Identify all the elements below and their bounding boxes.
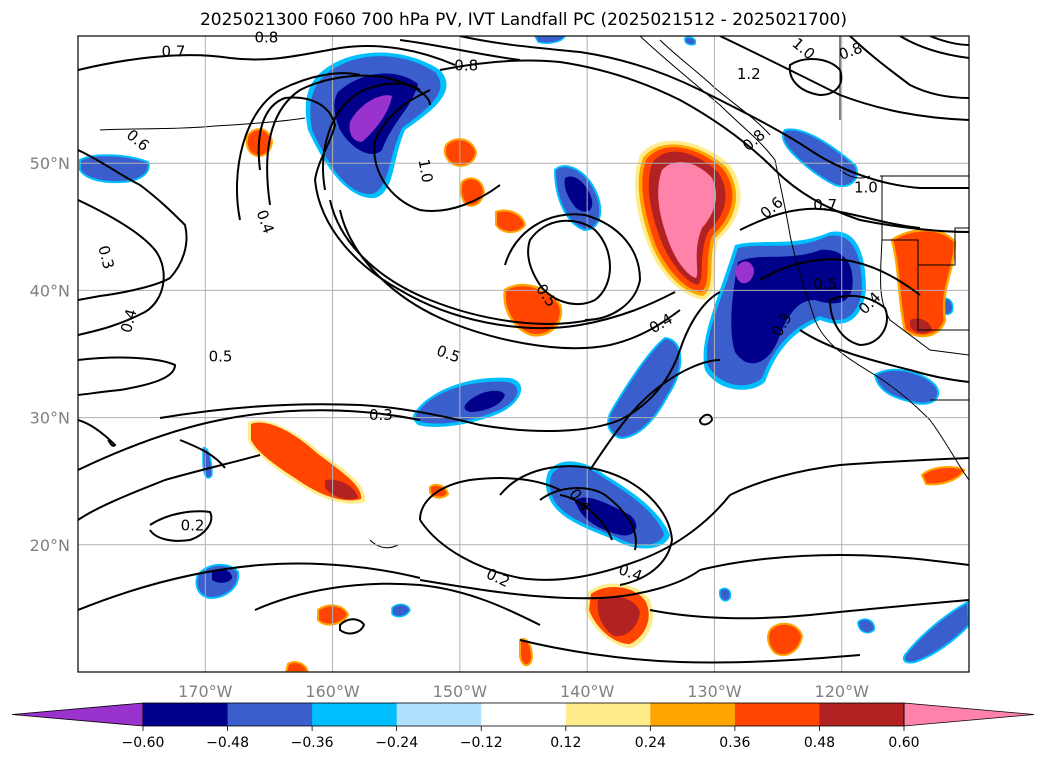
colorbar-tick-label: −0.36 bbox=[291, 735, 334, 751]
lon-label: 140°W bbox=[560, 682, 615, 701]
contour-label: 0.3 bbox=[94, 243, 118, 271]
lon-label: 130°W bbox=[687, 682, 742, 701]
colorbar-tick-label: 0.48 bbox=[804, 735, 835, 751]
map-title: 2025021300 F060 700 hPa PV, IVT Landfall… bbox=[199, 10, 847, 30]
lat-label: 30°N bbox=[30, 409, 70, 428]
colorbar-tick-label: −0.12 bbox=[460, 735, 503, 751]
neg-feature-gulf-alaska bbox=[305, 52, 447, 199]
contour-label: 0.7 bbox=[813, 196, 837, 214]
contour-label: 0.5 bbox=[434, 341, 463, 366]
colorbar-extend-high bbox=[903, 702, 1035, 727]
contour-label: 0.8 bbox=[739, 126, 769, 155]
lat-label: 50°N bbox=[30, 154, 70, 173]
colorbar: −0.60 −0.48 −0.36 −0.24 −0.12 0.12 0.24 0.36 0.4… bbox=[11, 702, 1035, 751]
contour-label: 0.5 bbox=[813, 275, 837, 293]
lat-label: 40°N bbox=[30, 281, 70, 300]
contour-label: 0.5 bbox=[209, 348, 233, 366]
contour-label: 0.4 bbox=[253, 207, 278, 236]
contour-label: 0.6 bbox=[123, 126, 153, 155]
colorbar-tick-label: −0.60 bbox=[122, 735, 165, 751]
contour-label: 1.0 bbox=[415, 158, 437, 185]
gridlines bbox=[78, 36, 969, 672]
colorbar-segment bbox=[396, 703, 482, 726]
lon-label: 170°W bbox=[178, 682, 233, 701]
contour-label: 0.6 bbox=[757, 193, 787, 222]
contour-label: 1.2 bbox=[737, 65, 761, 83]
axis-labels: 170°W 160°W 150°W 140°W 130°W 120°W 50°N 40°N 30… bbox=[30, 154, 869, 701]
contour-label: 0.4 bbox=[646, 310, 676, 338]
colorbar-segment bbox=[650, 703, 736, 726]
pos-feature-main bbox=[635, 140, 741, 300]
neg-feature-bc bbox=[782, 128, 858, 188]
colorbar-extend-low bbox=[11, 702, 144, 727]
colorbar-tick-label: 0.60 bbox=[888, 735, 919, 751]
pos-feature-subtropic-east bbox=[585, 583, 654, 648]
colorbar-segment bbox=[565, 703, 651, 726]
colorbar-tick-label: −0.24 bbox=[375, 735, 418, 751]
lon-label: 120°W bbox=[815, 682, 870, 701]
contour-label: 0.8 bbox=[836, 39, 865, 64]
contour-label: 1.0 bbox=[854, 178, 878, 196]
colorbar-tick-label: 0.36 bbox=[719, 735, 750, 751]
contour-label: 0.2 bbox=[181, 517, 205, 535]
contour-label: 0.4 bbox=[616, 560, 645, 585]
colorbar-segment bbox=[312, 703, 398, 726]
colorbar-segment bbox=[143, 703, 229, 726]
pos-feature-subtropic-west bbox=[248, 420, 366, 504]
colorbar-tick-label: −0.48 bbox=[206, 735, 249, 751]
map-frame bbox=[77, 35, 970, 673]
colorbar-segment bbox=[227, 703, 313, 726]
contour-label: 0.8 bbox=[254, 28, 278, 46]
colorbar-segment bbox=[734, 703, 820, 726]
pos-feature-interior bbox=[890, 228, 957, 338]
colorbar-segment bbox=[819, 703, 905, 726]
lon-label: 160°W bbox=[305, 682, 360, 701]
neg-feature-elongated bbox=[607, 336, 682, 440]
neg-feature-west bbox=[79, 154, 150, 184]
contour-label: 0.7 bbox=[162, 42, 186, 60]
contour-label: 0.3 bbox=[369, 406, 393, 424]
neg-feature-subtropics bbox=[545, 461, 670, 549]
coastlines bbox=[99, 36, 969, 549]
contour-label: 0.8 bbox=[454, 56, 478, 74]
neg-feature-central bbox=[413, 377, 522, 427]
colorbar-outline bbox=[142, 702, 905, 727]
colorbar-tick-label: 0.12 bbox=[550, 735, 581, 751]
colorbar-tick-label: 0.24 bbox=[635, 735, 666, 751]
colorbar-segment bbox=[481, 703, 567, 726]
lat-label: 20°N bbox=[30, 536, 70, 555]
pv-contours bbox=[78, 36, 969, 664]
contour-label: 0.4 bbox=[117, 307, 141, 335]
lon-label: 150°W bbox=[433, 682, 488, 701]
